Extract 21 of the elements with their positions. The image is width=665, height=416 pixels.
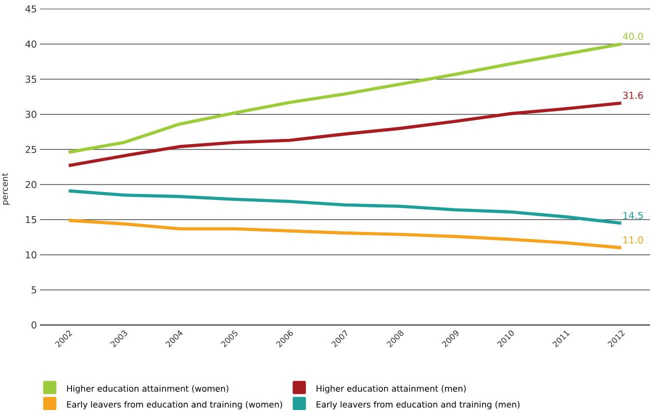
legend-label: Early leavers from education and training (women)	[67, 401, 282, 410]
line-series	[67, 189, 623, 225]
y-tick-label: 20	[26, 180, 36, 188]
y-tick-label: 5	[32, 286, 36, 294]
y-tick-label: 40	[25, 40, 36, 48]
legend-label: Early leavers from education and training (men)	[316, 401, 520, 410]
data-label: 14.5	[624, 212, 643, 219]
data-label: 40.0	[622, 32, 643, 40]
y-tick-label: 25	[26, 146, 36, 154]
y-tick-label: 15	[26, 216, 36, 224]
y-tick-label: 0	[32, 321, 36, 329]
y-axis-title: percent	[2, 173, 10, 205]
legend-label: Higher education attainment (women)	[67, 385, 228, 394]
y-tick-label: 35	[26, 76, 36, 83]
y-tick-label: 30	[26, 110, 36, 118]
legend-label: Higher education attainment (men)	[316, 385, 466, 394]
y-tick-label: 10	[26, 251, 36, 258]
y-tick-label: 45	[25, 5, 36, 13]
data-label: 31.6	[623, 92, 643, 99]
data-label: 11.0	[624, 236, 643, 244]
line-series	[67, 102, 623, 168]
